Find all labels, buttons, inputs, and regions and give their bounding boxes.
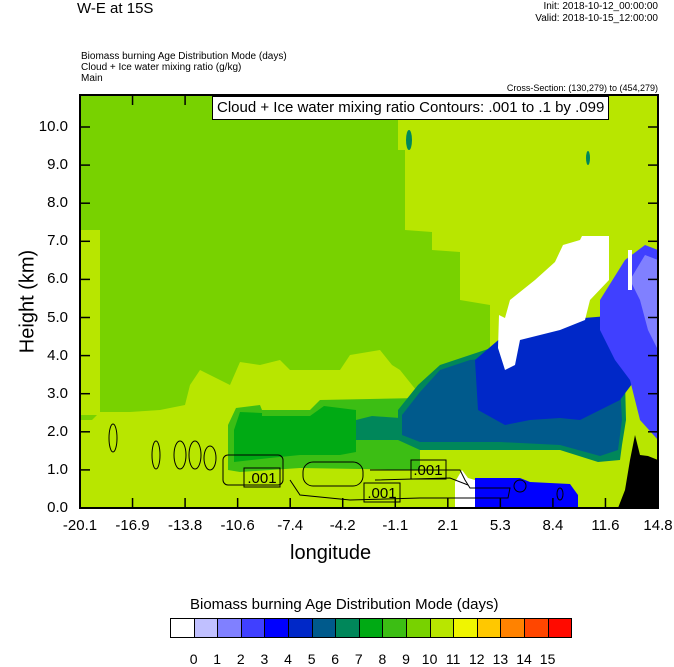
contour-line <box>151 440 161 470</box>
y-tick-label: 2.0 <box>47 422 68 440</box>
y-tick-label: 3.0 <box>47 384 68 402</box>
colorbar-swatch <box>194 619 219 637</box>
svg-text:.001: .001 <box>247 470 276 487</box>
subtitle-main: Main <box>81 73 103 84</box>
colorbar-swatch <box>312 619 337 637</box>
field-region-7 <box>234 406 356 462</box>
contour-line <box>108 423 118 453</box>
colorbar-label: 2 <box>236 651 245 667</box>
cross-section-label: Cross-Section: (130,279) to (454,279) <box>506 83 658 93</box>
y-tick-label: 7.0 <box>47 232 68 250</box>
y-tick-label: 10.0 <box>38 118 68 135</box>
colorbar-label: 15 <box>539 651 556 667</box>
field-region-10 <box>80 95 490 420</box>
colorbar-label: 4 <box>284 651 292 667</box>
x-tick-label: -13.8 <box>167 517 203 534</box>
field-region-0-streak <box>628 250 632 290</box>
colorbar-swatch <box>359 619 384 637</box>
x-tick-label: -4.2 <box>329 517 356 534</box>
colorbar-title: Biomass burning Age Distribution Mode (d… <box>190 596 499 613</box>
colorbar-swatch <box>265 619 289 637</box>
colorbar-label: 1 <box>213 651 222 667</box>
colorbar-label: 7 <box>354 651 363 667</box>
y-tick-label: 5.0 <box>47 308 68 326</box>
terrain <box>618 435 658 508</box>
colorbar-label: 11 <box>445 651 461 667</box>
subtitle-shading: Biomass burning Age Distribution Mode (d… <box>81 51 287 62</box>
field-region-6 <box>356 416 405 440</box>
colorbar-swatch <box>454 619 478 637</box>
x-tick-label: -1.1 <box>382 517 409 534</box>
colorbar-swatch <box>241 619 266 637</box>
x-tick-label: -10.6 <box>220 517 255 534</box>
x-tick-label: -20.1 <box>62 517 98 534</box>
x-tick-label: 11.6 <box>591 517 620 534</box>
colorbar-swatch <box>218 619 242 637</box>
colorbar-swatch <box>548 619 572 637</box>
colorbar-swatch <box>406 619 431 637</box>
y-tick-label: 4.0 <box>47 346 68 364</box>
contour-line <box>173 440 187 470</box>
colorbar-label: 12 <box>469 651 485 667</box>
field-spot <box>406 130 412 150</box>
colorbar-swatch <box>477 619 502 637</box>
colorbar-label: 9 <box>402 651 410 667</box>
contour-line <box>302 461 364 487</box>
contour-label: .001 <box>363 482 401 503</box>
colorbar-swatch <box>524 619 549 637</box>
colorbar-label: 0 <box>189 651 198 667</box>
colorbar <box>170 618 573 638</box>
y-axis-title: Height (km) <box>16 249 39 354</box>
svg-text:.001: .001 <box>367 485 396 502</box>
contour-line <box>374 477 469 486</box>
y-tick-label: 8.0 <box>47 194 68 212</box>
field-spot <box>586 151 590 165</box>
colorbar-label: 5 <box>307 651 316 667</box>
plot-frame <box>79 94 659 509</box>
subtitle-contour: Cloud + Ice water mixing ratio (g/kg) <box>81 62 242 73</box>
x-tick-label: -7.4 <box>277 517 304 534</box>
svg-text:.001: .001 <box>413 462 442 479</box>
colorbar-label: 8 <box>378 651 387 667</box>
colorbar-swatch <box>430 619 455 637</box>
contour-label: .001 <box>410 459 447 480</box>
y-tick-label: 9.0 <box>47 156 68 174</box>
x-axis-title: longitude <box>290 542 372 564</box>
colorbar-swatch <box>501 619 525 637</box>
y-tick-label: 6.0 <box>47 270 68 288</box>
init-time: Init: 2018-10-12_00:00:00 <box>543 1 658 12</box>
x-tick-label: 5.3 <box>489 517 511 534</box>
contour-line <box>188 440 202 470</box>
contour-line <box>556 487 564 501</box>
colorbar-swatch <box>336 619 360 637</box>
x-tick-label: -16.9 <box>115 517 150 534</box>
y-tick-label: 1.0 <box>47 460 68 478</box>
plot-title: W-E at 15S <box>77 0 154 17</box>
contour-legend: Cloud + Ice water mixing ratio Contours:… <box>212 96 610 120</box>
cloud-contours <box>108 423 564 501</box>
x-tick-label: 14.8 <box>643 517 673 534</box>
colorbar-label: 6 <box>331 651 340 667</box>
colorbar-swatch <box>171 619 195 637</box>
x-tick-label: 2.1 <box>437 517 459 534</box>
contour-label: .001 <box>243 467 281 488</box>
colorbar-label: 10 <box>421 651 438 667</box>
contour-line <box>289 469 511 501</box>
contour-line <box>203 445 217 471</box>
x-tick-label: 8.4 <box>542 517 564 534</box>
field-region-11-notch <box>80 230 100 415</box>
colorbar-swatch <box>383 619 407 637</box>
colorbar-label: 3 <box>260 651 269 667</box>
colorbar-swatch <box>288 619 313 637</box>
colorbar-label: 13 <box>492 651 509 667</box>
colorbar-label: 14 <box>516 651 532 667</box>
contour-line <box>513 479 527 493</box>
valid-time: Valid: 2018-10-15_12:00:00 <box>535 13 658 24</box>
contour-line <box>222 454 284 486</box>
field-region-0 <box>498 236 609 370</box>
y-tick-label: 0.0 <box>47 499 68 516</box>
